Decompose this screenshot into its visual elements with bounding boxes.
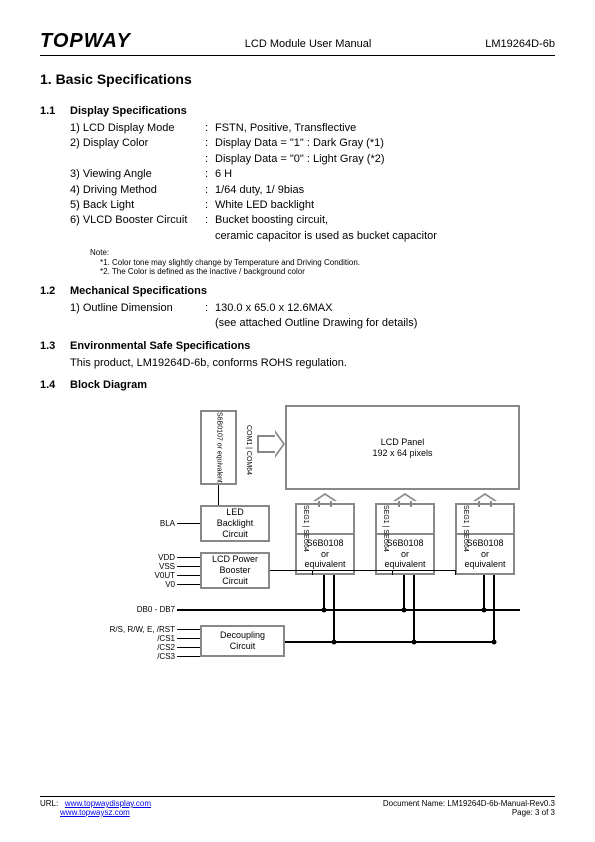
decoup-label-2: Circuit — [230, 641, 256, 652]
decoupling-box: Decoupling Circuit — [200, 625, 285, 657]
header-part-number: LM19264D-6b — [485, 38, 555, 50]
sig-db: DB0 - DB7 — [115, 605, 175, 614]
section-1-2-num: 1.2 — [40, 285, 70, 297]
sig-vss: VSS — [135, 562, 175, 571]
led-backlight-box: LED Backlight Circuit — [200, 505, 270, 542]
spec-row: 3) Viewing Angle:6 H — [70, 167, 555, 182]
spec-row: 5) Back Light:White LED backlight — [70, 198, 555, 213]
lcdpwr-label-2: Booster — [219, 565, 250, 576]
spec-label: 3) Viewing Angle — [70, 167, 205, 182]
section-1-1-num: 1.1 — [40, 105, 70, 117]
spec-row: 1) Outline Dimension:130.0 x 65.0 x 12.6… — [70, 301, 555, 316]
lcd-panel-label-1: LCD Panel — [381, 437, 425, 448]
s6b0108-label: S6B0108 — [466, 538, 503, 549]
s6b0108-label: equivalent — [384, 559, 425, 570]
spec-row: (see attached Outline Drawing for detail… — [70, 316, 555, 331]
spec-label: 5) Back Light — [70, 198, 205, 213]
note-2: *2. The Color is defined as the inactive… — [100, 267, 555, 277]
sig-bla: BLA — [135, 519, 175, 528]
spec-row: 6) VLCD Booster Circuit:Bucket boosting … — [70, 213, 555, 228]
lcd-panel-label-2: 192 x 64 pixels — [372, 448, 432, 459]
s6b0108-label: equivalent — [304, 559, 345, 570]
lcd-power-box: LCD Power Booster Circuit — [200, 552, 270, 589]
page-header: TOPWAY LCD Module User Manual LM19264D-6… — [40, 30, 555, 56]
lcdpwr-label-3: Circuit — [222, 576, 248, 587]
spec-row: 1) LCD Display Mode:FSTN, Positive, Tran… — [70, 121, 555, 136]
spec-row: 4) Driving Method:1/64 duty, 1/ 9bias — [70, 183, 555, 198]
s6b0108-label: S6B0108 — [306, 538, 343, 549]
section-1-heading: 1. Basic Specifications — [40, 71, 555, 87]
spec-row: 2) Display Color:Display Data = "1" : Da… — [70, 136, 555, 151]
header-title: LCD Module User Manual — [245, 38, 372, 50]
spec-value: 1/64 duty, 1/ 9bias — [215, 183, 555, 198]
section-1-1-title: Display Specifications — [70, 105, 187, 117]
s6b0108-label: equivalent — [464, 559, 505, 570]
footer-doc-name: Document Name: LM19264D-6b-Manual-Rev0.3 — [383, 799, 555, 808]
section-1-3-num: 1.3 — [40, 340, 70, 352]
decoup-label-1: Decoupling — [220, 630, 265, 641]
note-title: Note: — [90, 248, 555, 258]
block-diagram: LCD Panel 192 x 64 pixels S6B0107 or equ… — [80, 405, 530, 690]
s6b0107-label: S6B0107 or equivalent — [214, 412, 222, 483]
sig-vout: V0UT — [135, 571, 175, 580]
spec-value: Bucket boosting circuit, — [215, 213, 555, 228]
spec-label: 2) Display Color — [70, 136, 205, 151]
arrow-right-icon — [257, 435, 277, 453]
footer-page-num: Page: 3 of 3 — [512, 808, 555, 817]
lcdpwr-label-1: LCD Power — [212, 554, 258, 565]
spec-label — [70, 229, 205, 244]
spec-label: 1) LCD Display Mode — [70, 121, 205, 136]
footer-link-1[interactable]: www.topwaydisplay.com — [65, 799, 151, 808]
spec-row: :Display Data = "0" : Light Gray (*2) — [70, 152, 555, 167]
section-1-2-title: Mechanical Specifications — [70, 285, 207, 297]
spec-value: 130.0 x 65.0 x 12.6MAX — [215, 301, 555, 316]
led-label-2: Backlight — [217, 518, 254, 529]
led-label-3: Circuit — [222, 529, 248, 540]
com-label: COM1 | COM64 — [245, 425, 252, 475]
sig-cs2: /CS2 — [135, 643, 175, 652]
sig-vdd: VDD — [135, 553, 175, 562]
spec-label: 4) Driving Method — [70, 183, 205, 198]
section-1-4-num: 1.4 — [40, 379, 70, 391]
spec-label: 1) Outline Dimension — [70, 301, 205, 316]
rohs-text: This product, LM19264D-6b, conforms ROHS… — [70, 356, 555, 371]
s6b0107-box: S6B0107 or equivalent — [200, 410, 237, 485]
s6b0108-label: or — [321, 549, 329, 560]
spec-value: (see attached Outline Drawing for detail… — [215, 316, 555, 331]
footer-link-2[interactable]: www.topwaysz.com — [60, 808, 130, 817]
s6b0108-label: or — [401, 549, 409, 560]
led-label-1: LED — [226, 507, 244, 518]
footer-url-label: URL: — [40, 799, 58, 808]
spec-value: ceramic capacitor is used as bucket capa… — [215, 229, 555, 244]
sig-rs: R/S, R/W, E, /RST — [85, 625, 175, 634]
spec-value: White LED backlight — [215, 198, 555, 213]
section-1-4-title: Block Diagram — [70, 379, 147, 391]
spec-value: 6 H — [215, 167, 555, 182]
logo: TOPWAY — [40, 30, 131, 53]
s6b0108-label: or — [481, 549, 489, 560]
note-1: *1. Color tone may slightly change by Te… — [100, 258, 555, 268]
spec-value: FSTN, Positive, Transflective — [215, 121, 555, 136]
s6b0108-label: S6B0108 — [386, 538, 423, 549]
sig-v0: V0 — [135, 580, 175, 589]
note-block: Note: *1. Color tone may slightly change… — [90, 248, 555, 277]
spec-value: Display Data = "1" : Dark Gray (*1) — [215, 136, 555, 151]
spec-row: ceramic capacitor is used as bucket capa… — [70, 229, 555, 244]
sig-cs3: /CS3 — [135, 652, 175, 661]
spec-label: 6) VLCD Booster Circuit — [70, 213, 205, 228]
lcd-panel-box: LCD Panel 192 x 64 pixels — [285, 405, 520, 490]
spec-value: Display Data = "0" : Light Gray (*2) — [215, 152, 555, 167]
page-footer: URL: www.topwaydisplay.com www.topwaysz.… — [40, 796, 555, 817]
spec-label — [70, 152, 205, 167]
sig-cs1: /CS1 — [135, 634, 175, 643]
section-1-3-title: Environmental Safe Specifications — [70, 340, 250, 352]
